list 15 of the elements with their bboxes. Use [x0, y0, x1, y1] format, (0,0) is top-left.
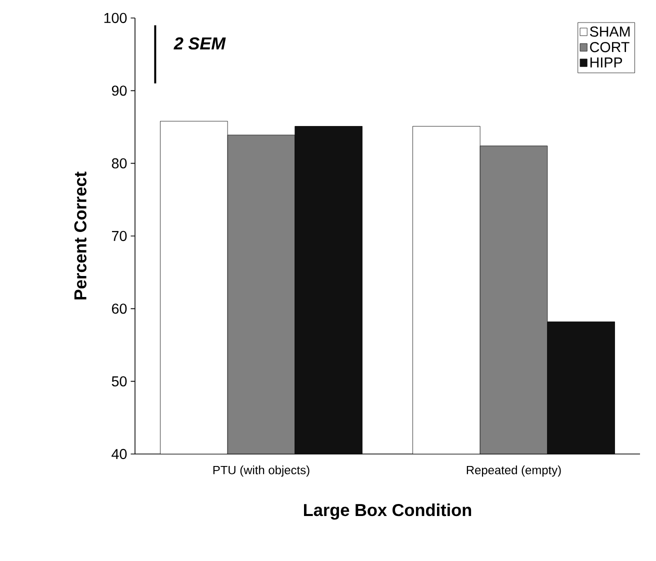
legend-label: HIPP [590, 58, 622, 68]
annotation: 2 SEM [174, 37, 226, 50]
legend-label: CORT [590, 42, 630, 52]
y-tick-label: 100 [104, 12, 127, 24]
y-tick-label: 70 [112, 230, 127, 242]
x-tick-label: Repeated (empty) [466, 466, 561, 477]
legend-label: SHAM [590, 26, 630, 37]
y-axis-title: Percent Correct [74, 172, 86, 300]
y-tick-label: 80 [112, 158, 127, 168]
x-axis-title: Large Box Condition [304, 503, 472, 520]
y-tick-label: 50 [112, 376, 127, 386]
y-tick-label: 40 [112, 448, 127, 460]
x-tick-label: PTU (with objects) [213, 466, 310, 477]
y-tick-label: 60 [112, 304, 127, 314]
y-tick-label: 90 [112, 86, 127, 96]
